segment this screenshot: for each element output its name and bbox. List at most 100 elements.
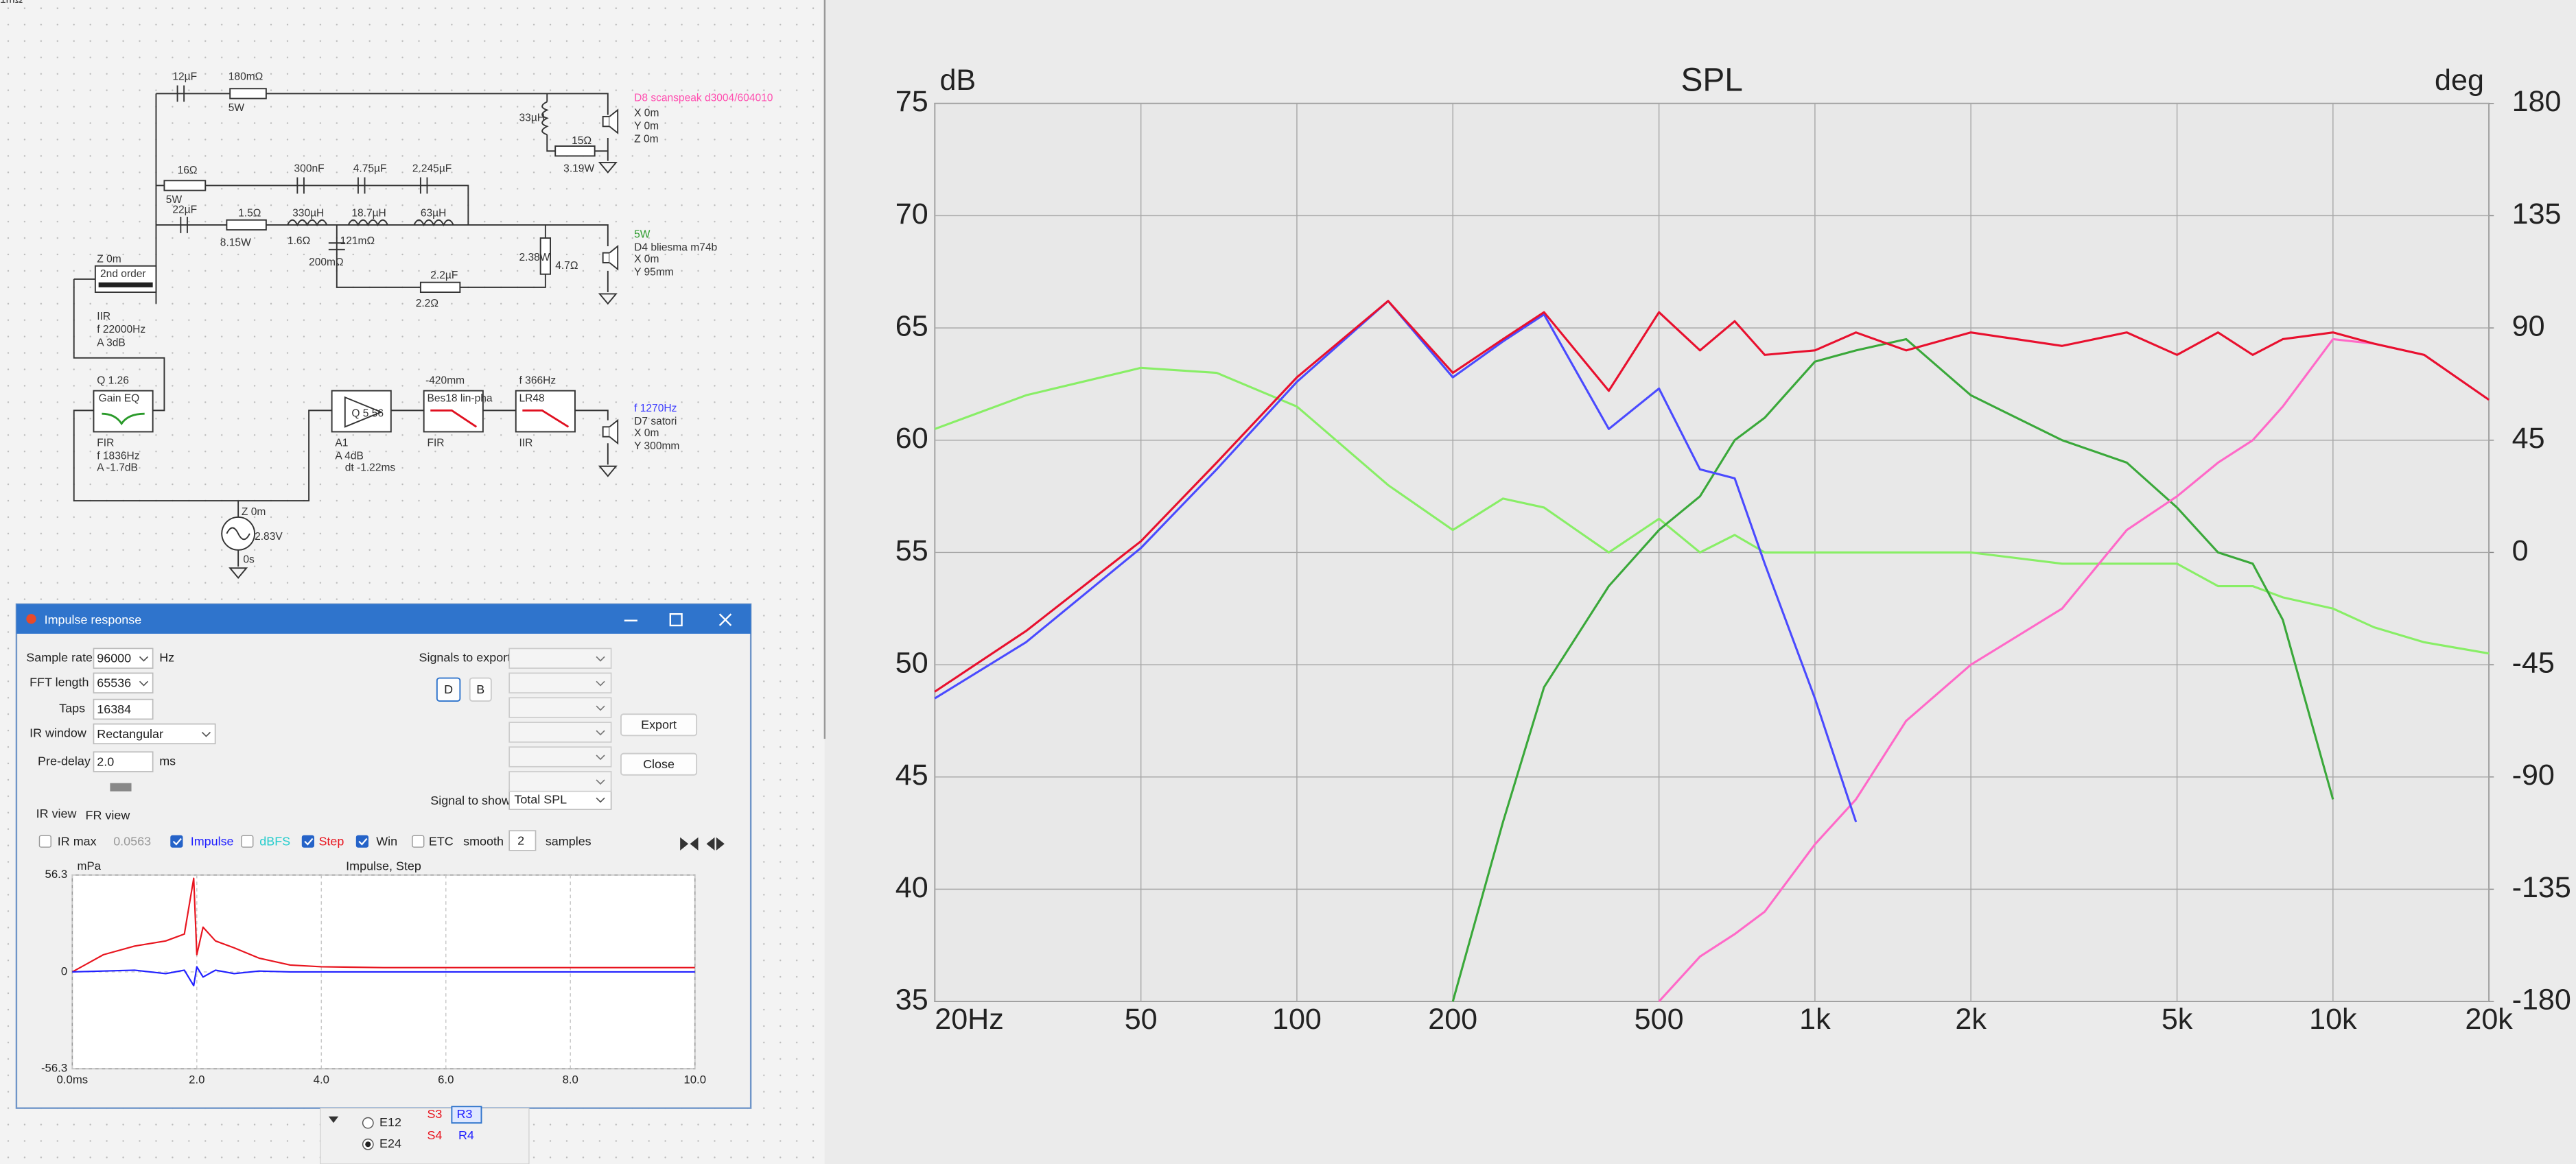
selected-item[interactable] bbox=[451, 1106, 482, 1124]
export-combo[interactable] bbox=[508, 722, 612, 743]
impulse-dialog: Impulse response Signals to export Signa… bbox=[15, 603, 752, 1109]
component-label: f 1836Hz bbox=[97, 451, 139, 462]
input-box[interactable] bbox=[93, 698, 154, 720]
dropdown-arrow bbox=[596, 779, 605, 785]
component-label: 2.2Ω bbox=[416, 298, 438, 309]
export-combo[interactable] bbox=[508, 746, 612, 768]
resistor[interactable] bbox=[226, 219, 267, 231]
chart-title: Impulse, Step bbox=[346, 859, 421, 873]
component-label: 4.75µF bbox=[353, 163, 387, 175]
filter-bar bbox=[98, 282, 153, 287]
series-item[interactable]: S3 bbox=[427, 1107, 442, 1121]
y-tick-label: 0 bbox=[61, 964, 67, 977]
y2-tick-label: 135 bbox=[2512, 198, 2562, 230]
series-line bbox=[934, 300, 2490, 693]
checkbox[interactable] bbox=[241, 835, 254, 848]
dropdown-arrow bbox=[139, 680, 149, 687]
checkbox[interactable] bbox=[412, 835, 425, 848]
slider[interactable] bbox=[110, 783, 132, 792]
component-label: f 22000Hz bbox=[97, 324, 145, 335]
y-axis-label: mPa bbox=[78, 859, 102, 872]
y2-tick-label: -90 bbox=[2512, 759, 2555, 792]
y-tick-label: 35 bbox=[895, 983, 928, 1016]
button[interactable] bbox=[469, 677, 492, 702]
component-label: A 3dB bbox=[97, 337, 126, 348]
x-tick-label: 2.0 bbox=[189, 1073, 204, 1086]
field-unit: Hz bbox=[159, 651, 174, 665]
component-label: 63µH bbox=[421, 207, 446, 219]
checkbox[interactable] bbox=[355, 835, 369, 848]
y-tick-label: 75 bbox=[895, 85, 928, 118]
component-label: 22µF bbox=[172, 204, 197, 215]
component-label: 300nF bbox=[294, 163, 325, 175]
series-item[interactable]: R4 bbox=[458, 1128, 474, 1142]
component-label: 16Ω bbox=[178, 165, 198, 176]
export-combo[interactable] bbox=[508, 697, 612, 718]
maximize-button[interactable] bbox=[669, 613, 683, 627]
input-box[interactable] bbox=[93, 751, 154, 772]
close-button[interactable] bbox=[718, 613, 732, 626]
x-tick-label: 200 bbox=[1428, 1003, 1477, 1036]
export-combo[interactable] bbox=[508, 648, 612, 669]
checkbox[interactable] bbox=[301, 835, 314, 848]
x-tick-label: 10.0 bbox=[683, 1073, 706, 1086]
series-line bbox=[72, 966, 695, 987]
checkmark bbox=[304, 838, 314, 846]
series-item[interactable]: R3 bbox=[457, 1107, 473, 1121]
capacitors bbox=[176, 85, 428, 250]
playback-buttons[interactable] bbox=[680, 837, 725, 851]
title-bar bbox=[16, 604, 751, 634]
component-label: 5W bbox=[166, 194, 183, 206]
button[interactable] bbox=[620, 752, 698, 776]
series-panel: E12 E24 S3 R3 S4 R4 bbox=[320, 1106, 530, 1164]
resistor[interactable] bbox=[554, 145, 596, 157]
combo-box[interactable] bbox=[93, 648, 154, 669]
radio-label: E12 bbox=[379, 1115, 401, 1129]
eq-block[interactable] bbox=[93, 390, 154, 433]
x-tick-label: 5k bbox=[2162, 1003, 2193, 1036]
x-tick-label: 1k bbox=[1799, 1003, 1831, 1036]
filter-block[interactable] bbox=[94, 265, 157, 294]
signal-show-combo[interactable] bbox=[508, 789, 612, 810]
checkmark bbox=[172, 838, 182, 846]
resistor[interactable] bbox=[229, 88, 267, 99]
component-label: D8 scanspeak d3004/604010 bbox=[634, 93, 773, 104]
button[interactable] bbox=[436, 677, 461, 702]
tab[interactable]: IR view bbox=[36, 807, 77, 820]
x-tick-label: 100 bbox=[1272, 1003, 1322, 1036]
field-label: FFT length bbox=[30, 675, 89, 689]
resistor[interactable] bbox=[539, 237, 551, 275]
component-label: 1mΩ bbox=[0, 0, 23, 5]
y-tick-label: 65 bbox=[895, 309, 928, 342]
checkbox[interactable] bbox=[170, 835, 183, 848]
component-label: A -1.7dB bbox=[97, 462, 138, 473]
export-combo[interactable] bbox=[508, 771, 612, 792]
checkbox[interactable] bbox=[38, 835, 51, 848]
component-label: dt -1.22ms bbox=[345, 462, 396, 473]
amp-symbol bbox=[344, 396, 383, 428]
field-value: 65536 bbox=[97, 676, 131, 690]
component-label: Bes18 lin-pha bbox=[427, 393, 492, 405]
component-label: Y 95mm bbox=[634, 266, 674, 278]
component-label: 3.19W bbox=[563, 163, 594, 175]
tab[interactable]: FR view bbox=[85, 808, 130, 822]
smooth-input[interactable] bbox=[508, 830, 537, 851]
export-combo[interactable] bbox=[508, 672, 612, 693]
button[interactable] bbox=[620, 713, 698, 737]
x-tick-label: 20Hz bbox=[935, 1003, 1004, 1036]
dropdown-arrow bbox=[139, 656, 149, 662]
combo-box[interactable] bbox=[93, 723, 216, 745]
signal-show-label: Signal to show bbox=[430, 794, 511, 807]
y-axis-label: dB bbox=[939, 64, 976, 97]
expander[interactable] bbox=[328, 1116, 339, 1124]
component-label: 121mΩ bbox=[340, 235, 375, 247]
combo-box[interactable] bbox=[93, 672, 154, 693]
radio[interactable] bbox=[362, 1117, 374, 1129]
field-label: Sample rate bbox=[26, 651, 93, 665]
component-label: D4 bliesma m74b bbox=[634, 242, 717, 254]
checkbox-label: Step bbox=[318, 835, 344, 848]
series-item[interactable]: S4 bbox=[427, 1128, 442, 1142]
component-label: f 366Hz bbox=[519, 375, 557, 386]
resistor[interactable] bbox=[163, 180, 207, 191]
resistor[interactable] bbox=[419, 281, 461, 294]
